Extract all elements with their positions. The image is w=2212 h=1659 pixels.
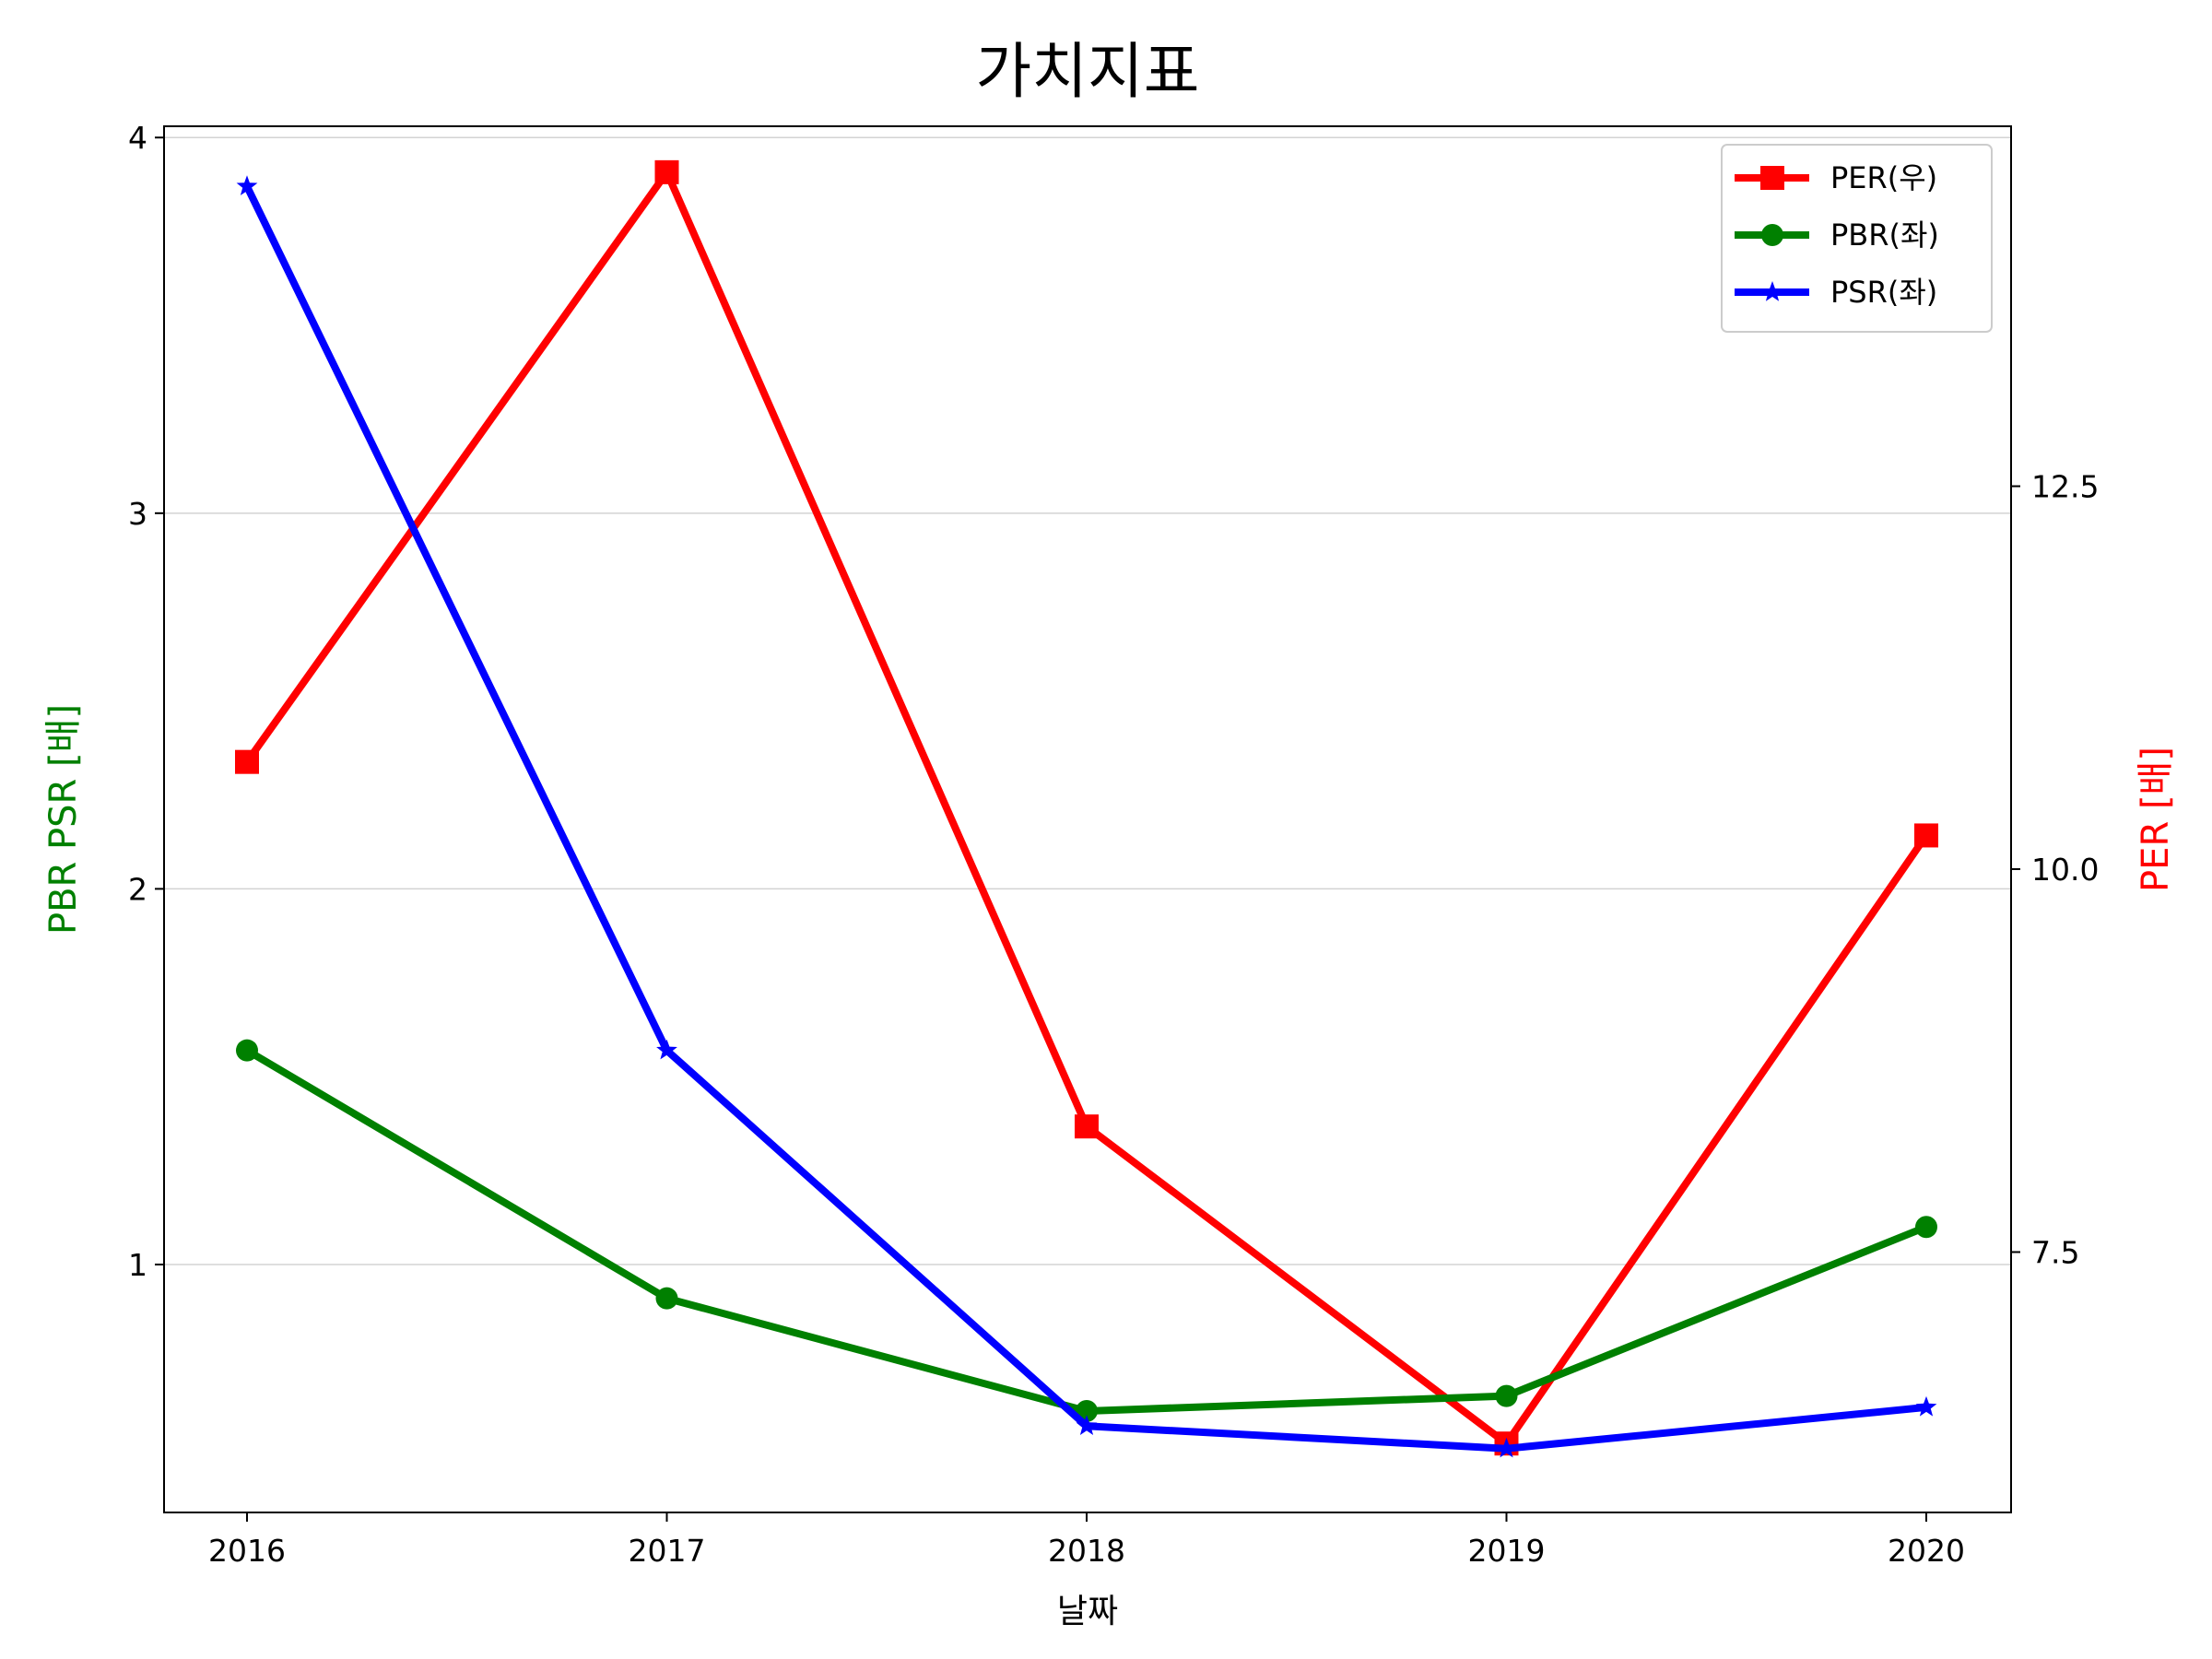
legend-label: PSR(좌) bbox=[1830, 275, 1937, 310]
data-point bbox=[1915, 1216, 1937, 1239]
legend-label: PER(우) bbox=[1830, 160, 1937, 195]
x-tick-label: 2019 bbox=[1468, 1533, 1546, 1569]
chart-title: 가치지표 bbox=[976, 36, 1200, 107]
x-tick-label: 2020 bbox=[1888, 1533, 1965, 1569]
axis-layer: 1 2 3 4 7.5 10.0 12.5 2016 2017 2018 2019 2020 bbox=[128, 120, 2099, 1569]
data-point bbox=[1495, 1384, 1518, 1407]
x-tick-label: 2016 bbox=[208, 1533, 286, 1569]
data-point bbox=[1076, 1415, 1098, 1435]
data-point bbox=[1914, 823, 1938, 848]
legend: PER(우) PBR(좌) PSR(좌) bbox=[1721, 144, 1993, 333]
y-left-tick-label: 2 bbox=[128, 871, 147, 907]
x-tick-label: 2018 bbox=[1048, 1533, 1125, 1569]
y-left-tick-label: 1 bbox=[128, 1247, 147, 1283]
legend-label: PBR(좌) bbox=[1830, 218, 1939, 253]
series-layer bbox=[235, 159, 1938, 1458]
y-left-tick-label: 4 bbox=[128, 120, 147, 156]
series-line bbox=[243, 184, 1927, 1453]
legend-marker bbox=[1761, 224, 1783, 246]
data-point bbox=[656, 1039, 677, 1060]
data-point bbox=[236, 175, 258, 195]
x-tick-label: 2017 bbox=[629, 1533, 706, 1569]
y-axis-left-label: PBR PSR [배] bbox=[42, 704, 85, 935]
series-2 bbox=[236, 175, 1937, 1458]
legend-marker bbox=[1760, 166, 1784, 190]
grid-lines bbox=[164, 136, 2011, 1265]
data-point bbox=[236, 1039, 258, 1062]
data-point bbox=[235, 749, 259, 774]
legend-box bbox=[1721, 144, 1993, 333]
series-0 bbox=[235, 159, 1938, 1456]
data-point bbox=[655, 1287, 678, 1310]
y-right-tick-label: 10.0 bbox=[2031, 852, 2099, 888]
y-right-tick-label: 7.5 bbox=[2031, 1234, 2079, 1270]
y-axis-right-label: PER [배] bbox=[2135, 747, 2177, 892]
data-point bbox=[1075, 1114, 1099, 1139]
data-point bbox=[1496, 1437, 1517, 1458]
legend-marker bbox=[1761, 281, 1783, 301]
data-point bbox=[1915, 1395, 1937, 1417]
series-1 bbox=[236, 1039, 1937, 1422]
y-right-tick-label: 12.5 bbox=[2031, 469, 2099, 505]
x-axis-label: 날짜 bbox=[1057, 1593, 1118, 1630]
series-line bbox=[244, 1047, 1928, 1415]
y-left-tick-label: 3 bbox=[128, 496, 147, 532]
data-point bbox=[654, 159, 679, 184]
series-line bbox=[243, 168, 1930, 1448]
